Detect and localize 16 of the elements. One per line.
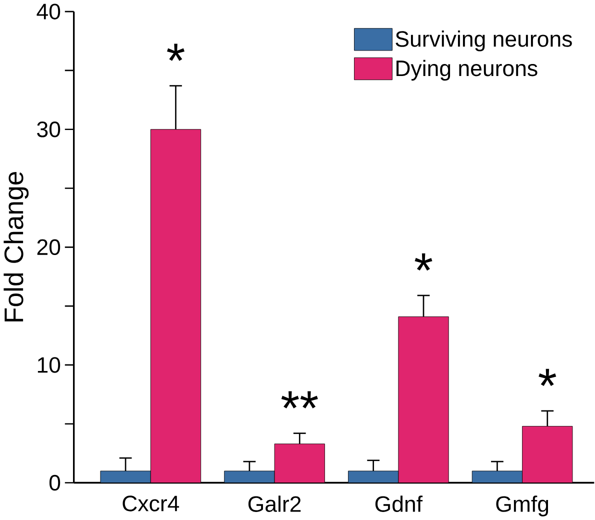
annotation: * — [167, 44, 184, 61]
x-tick-label: Galr2 — [248, 496, 301, 512]
annotation: * — [414, 253, 432, 271]
y-tick-label: 30 — [37, 121, 60, 138]
x-tick-label: Gmfg — [496, 496, 548, 516]
x-tick-label: Cxcr4 — [122, 496, 180, 512]
legend-label: Dying neurons — [396, 60, 538, 81]
y-tick-label: 20 — [37, 239, 60, 256]
y-tick-label: 40 — [36, 4, 60, 20]
x-tick-label: Gdnf — [375, 496, 423, 512]
y-axis-title: Fold Change — [4, 172, 29, 322]
y-tick-label: 10 — [38, 357, 60, 373]
y-tick-label: 0 — [49, 474, 60, 491]
legend-label: Surviving neurons — [396, 30, 572, 52]
annotation: * — [538, 368, 556, 386]
annotation: ** — [281, 391, 318, 408]
